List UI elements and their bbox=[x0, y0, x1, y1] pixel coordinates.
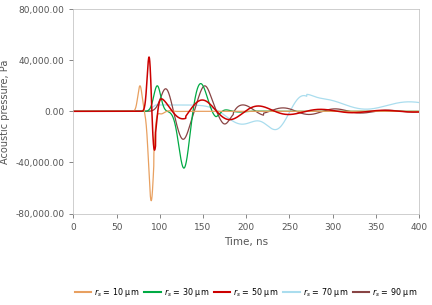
X-axis label: Time, ns: Time, ns bbox=[224, 237, 268, 247]
Legend: $r_s$ = 10 μm, $r_s$ = 30 μm, $r_s$ = 50 μm, $r_s$ = 70 μm, $r_s$ = 90 μm: $r_s$ = 10 μm, $r_s$ = 30 μm, $r_s$ = 50… bbox=[72, 283, 421, 302]
Y-axis label: Acoustic pressure, Pa: Acoustic pressure, Pa bbox=[0, 59, 10, 163]
